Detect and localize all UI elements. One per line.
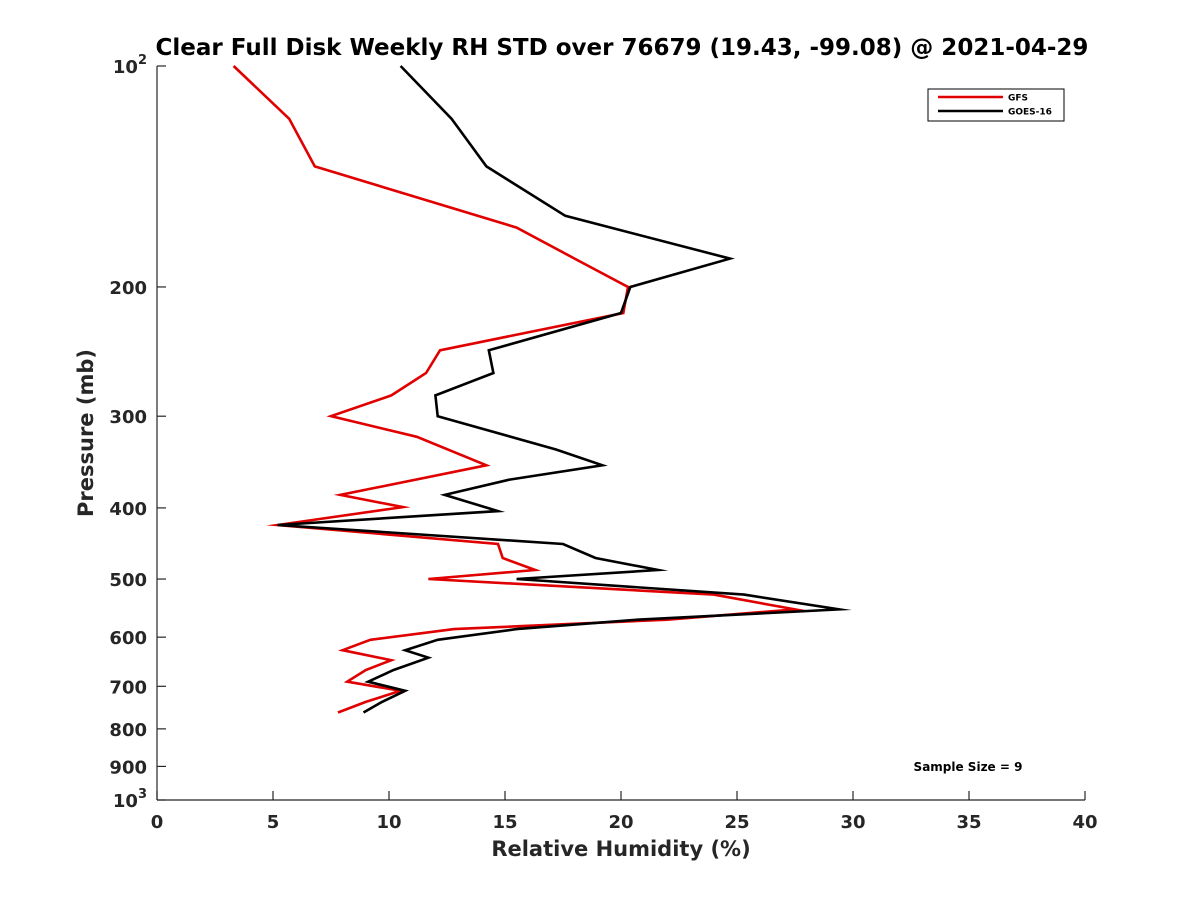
y-tick-label: 300 bbox=[109, 407, 147, 428]
sample-size-annotation: Sample Size = 9 bbox=[914, 760, 1023, 774]
x-tick-label: 40 bbox=[1072, 812, 1097, 833]
y-tick-label: 200 bbox=[109, 278, 147, 299]
x-tick-label: 30 bbox=[840, 812, 865, 833]
series-line-gfs bbox=[232, 65, 805, 714]
y-tick-label: 900 bbox=[109, 757, 147, 778]
series-line-goes-16 bbox=[277, 65, 852, 714]
y-axis-label: Pressure (mb) bbox=[74, 349, 98, 517]
x-tick-label: 5 bbox=[267, 812, 280, 833]
x-tick-label: 0 bbox=[151, 812, 164, 833]
y-tick-label: 800 bbox=[109, 720, 147, 741]
x-axis-label: Relative Humidity (%) bbox=[491, 837, 750, 861]
x-tick-label: 35 bbox=[956, 812, 981, 833]
y-tick-label: 500 bbox=[109, 570, 147, 591]
x-tick-label: 15 bbox=[492, 812, 517, 833]
x-tick-label: 20 bbox=[608, 812, 633, 833]
y-tick-label: 600 bbox=[109, 628, 147, 649]
legend-label: GFS bbox=[1008, 94, 1028, 104]
legend: GFS GOES-16 bbox=[927, 88, 1065, 122]
y-tick-label: 700 bbox=[109, 677, 147, 698]
x-tick-label: 25 bbox=[724, 812, 749, 833]
y-tick-label: 102 bbox=[113, 53, 147, 78]
x-tick-label: 10 bbox=[376, 812, 401, 833]
y-tick-label: 103 bbox=[113, 787, 147, 812]
legend-label: GOES-16 bbox=[1008, 108, 1052, 118]
ticks-layer: 0 5 10 15 20 25 30 35 40 102 200 300 400 500 600 700 800… bbox=[109, 53, 1097, 833]
legend-box bbox=[927, 88, 1065, 122]
y-tick-label: 400 bbox=[109, 499, 147, 520]
series-layer bbox=[232, 65, 852, 714]
chart-title: Clear Full Disk Weekly RH STD over 76679… bbox=[156, 35, 1089, 61]
